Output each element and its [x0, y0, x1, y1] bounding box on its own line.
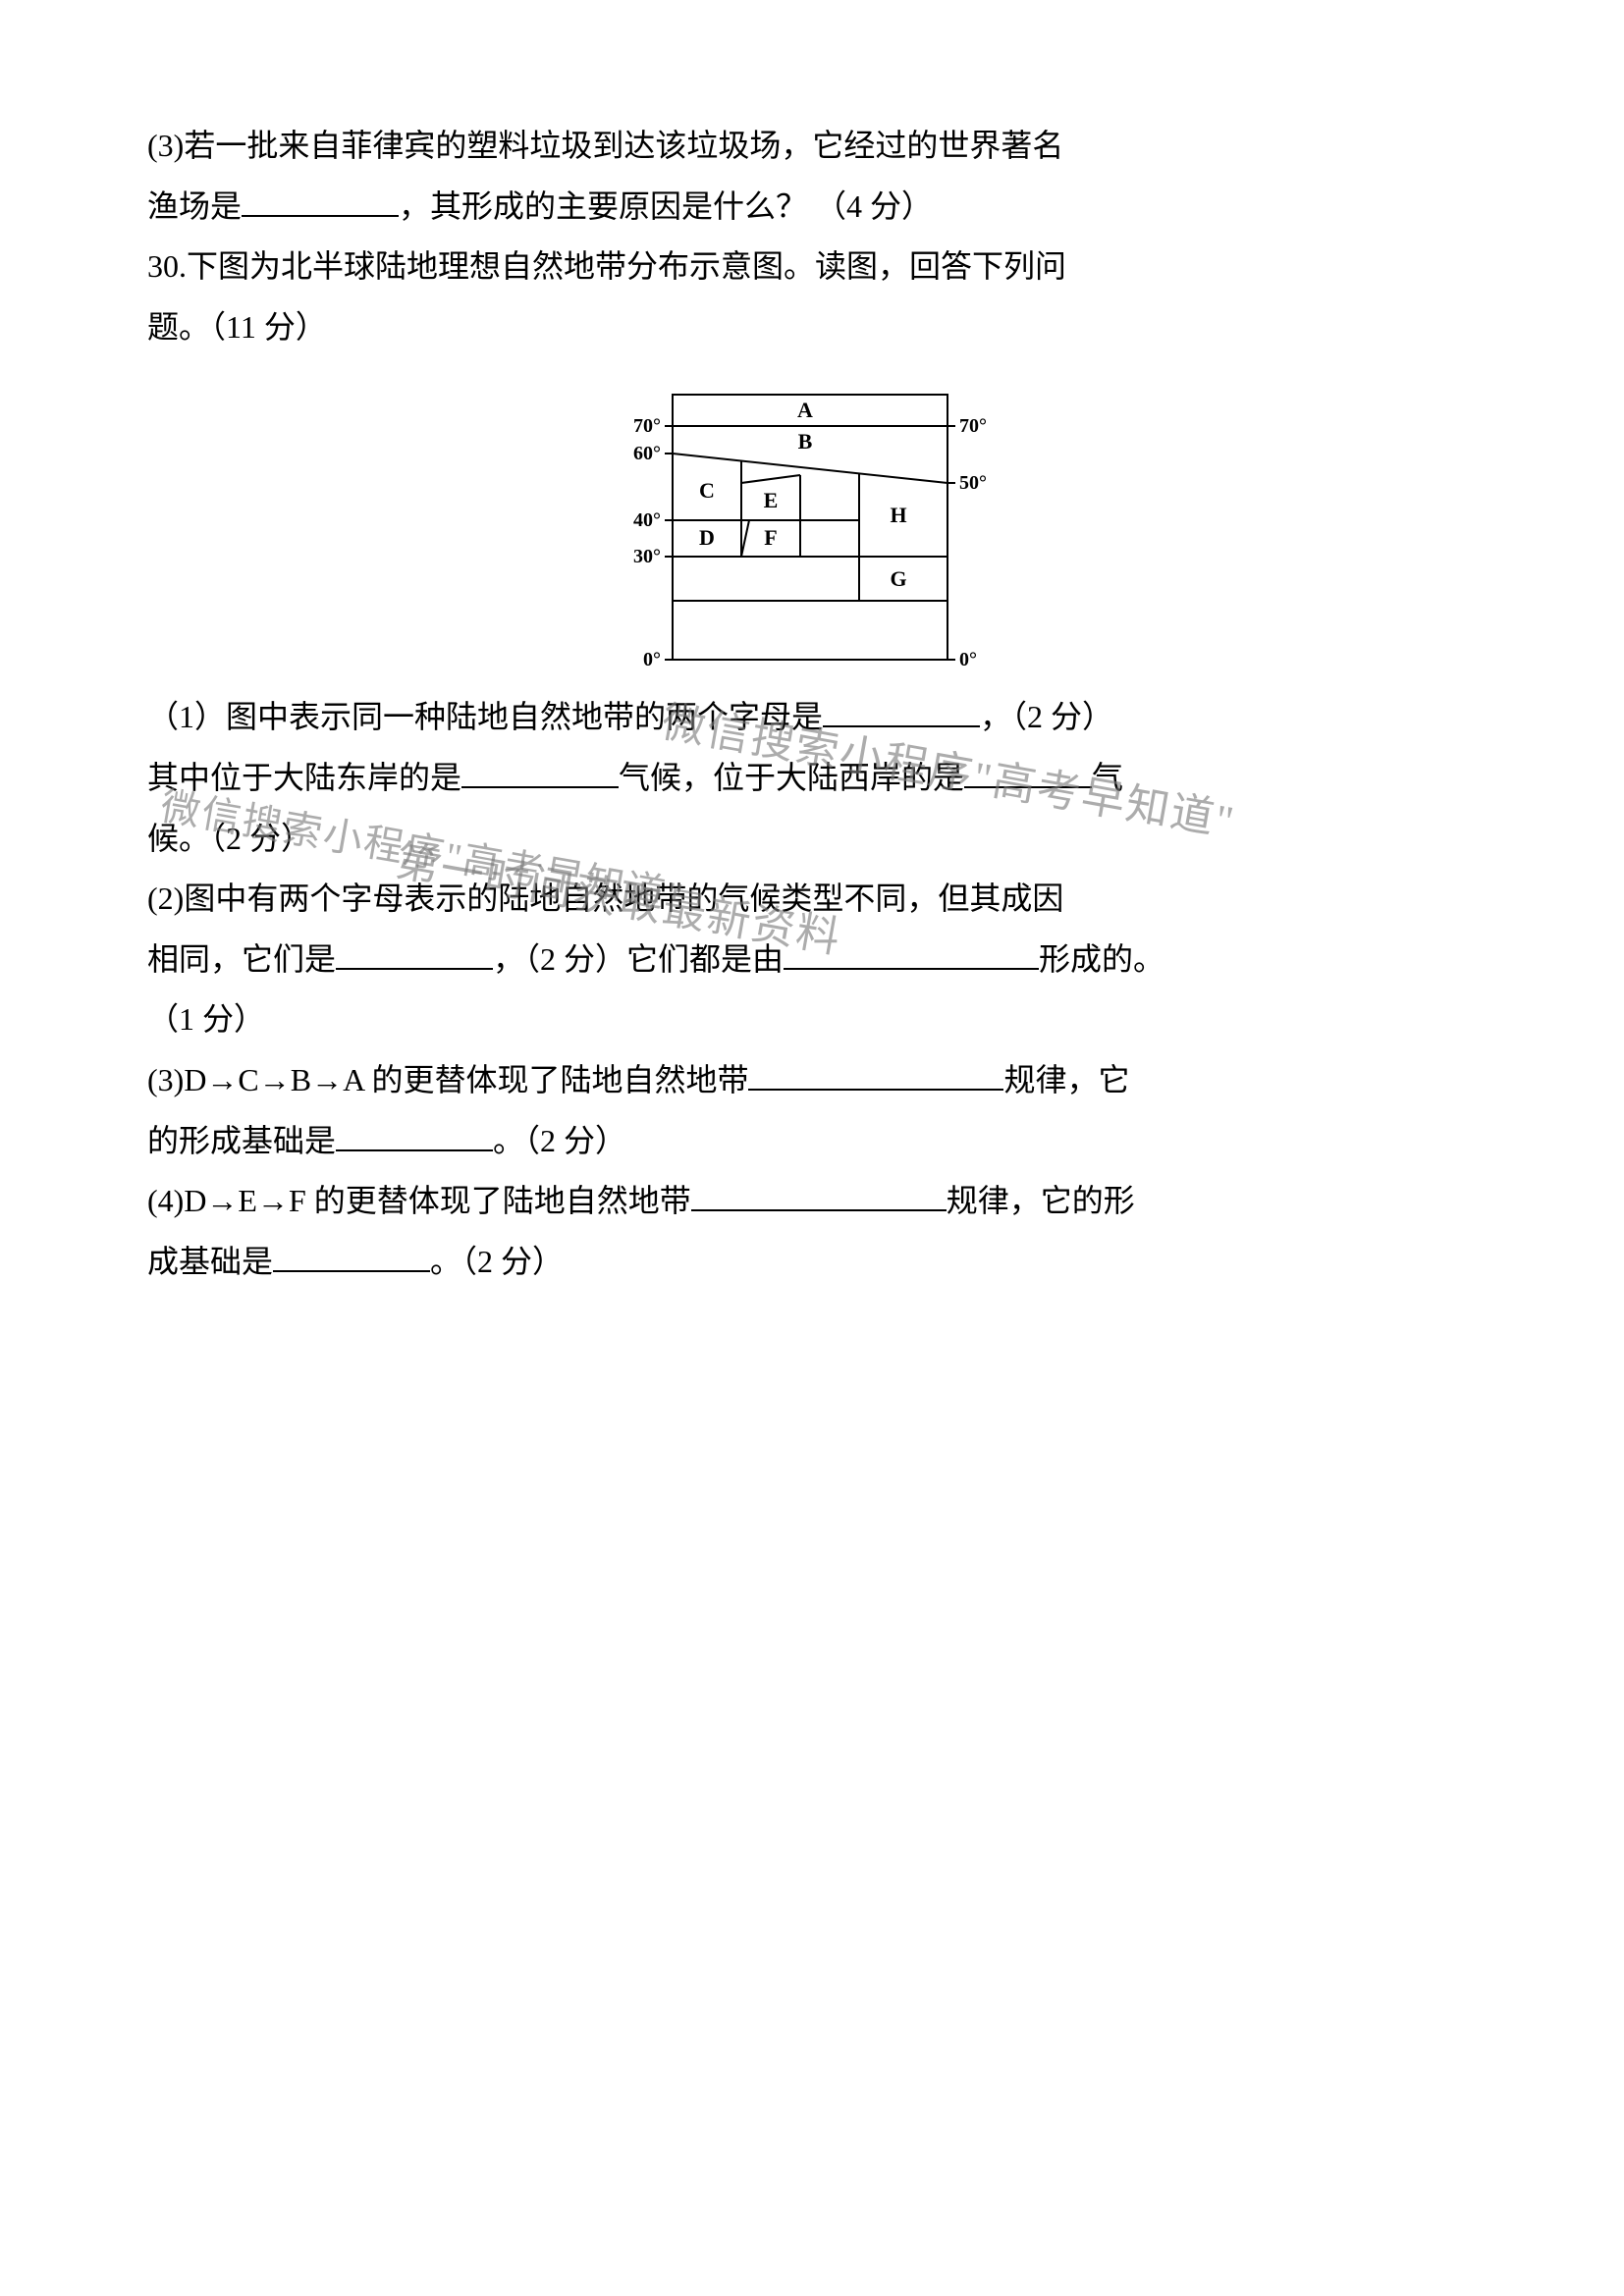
q30-1-text-e: 气 [1092, 760, 1123, 795]
q30-1-text-b: ，（2 分） [980, 699, 1113, 734]
q30-3-text-c: 的形成基础是 [147, 1123, 336, 1158]
svg-text:40°: 40° [633, 509, 661, 531]
q30-2-text-d: 形成的。 [1039, 941, 1164, 977]
natural-zone-diagram: 70° 60° 40° 30° 0° 70° 50° 0° AB CD EF G H [614, 385, 1006, 669]
q30-3-line1: (3)D→C→B→A 的更替体现了陆地自然地带 规律，它 [147, 1052, 1473, 1109]
q30-3-line2: 的形成基础是 。（2 分） [147, 1113, 1473, 1170]
q30-2-line3: （1 分） [147, 991, 1473, 1048]
blank-rule-def[interactable] [691, 1180, 947, 1211]
blank-same-cause-letters[interactable] [336, 938, 493, 970]
q29-3-line1: (3)若一批来自菲律宾的塑料垃圾到达该垃圾场，它经过的世界著名 [147, 118, 1473, 175]
q30-3-text-a: (3)D→C→B→A 的更替体现了陆地自然地带 [147, 1062, 748, 1097]
q29-3-text-a: 渔场是 [147, 188, 242, 224]
q29-3-text-b: ，其形成的主要原因是什么？ （4 分） [399, 188, 933, 224]
svg-text:0°: 0° [959, 649, 977, 669]
q30-4-text-b: 规律，它的形 [947, 1183, 1135, 1218]
q30-3-text-b: 规律，它 [1003, 1062, 1129, 1097]
q30-2-line1: (2)图中有两个字母表示的陆地自然地带的气候类型不同，但其成因 [147, 871, 1473, 928]
svg-text:F: F [764, 525, 777, 550]
q30-3-text-d: 。（2 分） [493, 1123, 626, 1158]
q30-intro-line2: 题。（11 分） [147, 299, 1473, 356]
svg-text:A: A [797, 398, 813, 422]
blank-cause[interactable] [784, 938, 1039, 970]
q29-3-line2: 渔场是 ，其形成的主要原因是什么？ （4 分） [147, 179, 1473, 236]
diagram-container: 70° 60° 40° 30° 0° 70° 50° 0° AB CD EF G H [147, 385, 1473, 669]
q30-2-text-b: 相同，它们是 [147, 941, 336, 977]
q30-4-text-d: 。（2 分） [430, 1244, 564, 1279]
blank-letters[interactable] [823, 696, 980, 727]
q30-1-text-c: 其中位于大陆东岸的是 [147, 760, 461, 795]
q30-1-text-d: 气候，位于大陆西岸的是 [619, 760, 964, 795]
blank-west-climate[interactable] [964, 757, 1092, 788]
svg-text:G: G [890, 566, 906, 591]
svg-text:60°: 60° [633, 443, 661, 464]
q30-intro-line1: 30.下图为北半球陆地理想自然地带分布示意图。读图，回答下列问 [147, 239, 1473, 295]
svg-text:C: C [699, 478, 715, 503]
q30-1-line1: （1）图中表示同一种陆地自然地带的两个字母是 ，（2 分） [147, 689, 1473, 746]
svg-text:D: D [699, 525, 715, 550]
svg-text:H: H [890, 503, 906, 527]
svg-text:30°: 30° [633, 546, 661, 567]
blank-basis-def[interactable] [273, 1241, 430, 1272]
svg-text:0°: 0° [643, 649, 661, 669]
svg-text:50°: 50° [959, 472, 987, 494]
q30-2-text-c: ，（2 分）它们都是由 [493, 941, 784, 977]
q30-1-line2: 其中位于大陆东岸的是 气候，位于大陆西岸的是 气 [147, 750, 1473, 807]
q30-4-line2: 成基础是 。（2 分） [147, 1234, 1473, 1291]
q30-4-text-c: 成基础是 [147, 1244, 273, 1279]
q30-4-line1: (4)D→E→F 的更替体现了陆地自然地带 规律，它的形 [147, 1173, 1473, 1230]
svg-text:70°: 70° [959, 415, 987, 437]
blank-east-climate[interactable] [461, 757, 619, 788]
svg-text:B: B [798, 429, 813, 454]
blank-rule-dcba[interactable] [748, 1059, 1003, 1091]
q30-1-line3: 候。（2 分） [147, 811, 1473, 868]
svg-text:E: E [764, 488, 779, 512]
blank-fishery[interactable] [242, 186, 399, 217]
question-area: （1）图中表示同一种陆地自然地带的两个字母是 ，（2 分） 其中位于大陆东岸的是 气… [147, 689, 1473, 1290]
svg-text:70°: 70° [633, 415, 661, 437]
q30-2-line2: 相同，它们是 ，（2 分）它们都是由 形成的。 [147, 932, 1473, 988]
q30-1-text-a: （1）图中表示同一种陆地自然地带的两个字母是 [147, 699, 823, 734]
blank-basis-dcba[interactable] [336, 1120, 493, 1151]
q30-4-text-a: (4)D→E→F 的更替体现了陆地自然地带 [147, 1183, 691, 1218]
